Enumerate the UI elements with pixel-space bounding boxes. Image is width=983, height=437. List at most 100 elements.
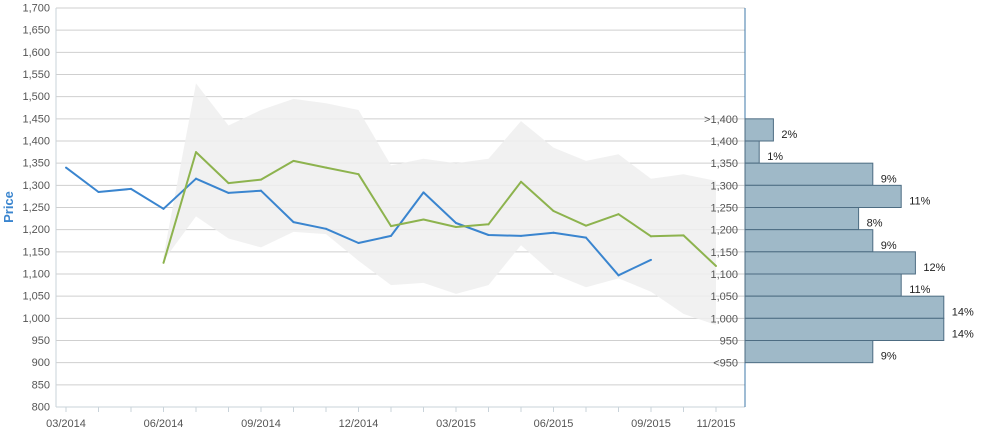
distribution-bin-label: 1,300 <box>710 180 738 192</box>
distribution-bar <box>744 229 874 253</box>
series-1-point <box>617 274 620 277</box>
series-2-point <box>422 218 425 221</box>
y-tick-label: 1,400 <box>22 136 50 148</box>
x-tick-label: 03/2015 <box>436 418 476 430</box>
distribution-percent-label: 11% <box>909 195 930 207</box>
x-tick-label: 06/2014 <box>144 418 184 430</box>
y-tick-label: 1,100 <box>22 269 50 281</box>
series-1-point <box>195 177 197 180</box>
distribution-percent-label: 9% <box>881 173 897 185</box>
x-tick-label: 06/2015 <box>534 418 574 430</box>
series-2-point <box>552 210 555 213</box>
series-2-point <box>162 261 165 264</box>
distribution-bin-label: 1,050 <box>710 291 738 303</box>
distribution-bin-label: 1,250 <box>710 203 738 215</box>
series-1-point <box>97 190 100 193</box>
distribution-bin-label: 1,150 <box>710 247 738 259</box>
series-2-point <box>227 182 230 185</box>
distribution-percent-label: 11% <box>909 284 930 296</box>
distribution-bar <box>744 317 945 342</box>
x-tick-label: 11/2015 <box>697 418 736 430</box>
series-2-point <box>487 223 490 226</box>
y-tick-label: 900 <box>32 357 50 369</box>
distribution-bin-label: 1,000 <box>710 313 738 325</box>
y-tick-label: 1,200 <box>22 224 50 236</box>
series-2-point <box>682 234 685 237</box>
axes: 800 850 900 950 1,000 1,050 1,100 1,150 1,200 1,2… <box>22 3 746 430</box>
y-tick-label: 1,300 <box>22 180 50 192</box>
distribution-bar <box>744 118 774 142</box>
series-1-point <box>162 207 165 210</box>
series-1-point <box>650 258 652 261</box>
series-lines <box>65 151 717 277</box>
x-tick-label: 12/2014 <box>339 418 379 430</box>
series-2-point <box>585 224 587 227</box>
y-tick-label: 1,050 <box>22 291 50 303</box>
series-1-point <box>455 222 457 225</box>
distribution-percent-label: 9% <box>881 240 897 252</box>
y-tick-label: 1,250 <box>22 202 50 214</box>
distribution-bar <box>744 184 902 208</box>
series-1-point <box>260 189 262 192</box>
y-tick-label: 1,350 <box>22 158 50 170</box>
y-tick-label: 800 <box>32 402 50 414</box>
series-1-point <box>390 234 392 237</box>
series-1-point <box>292 221 295 224</box>
series-1-point <box>552 231 555 234</box>
series-2-point <box>357 173 360 176</box>
series-2-point <box>617 213 620 216</box>
distribution-bin-label: 1,200 <box>710 225 738 237</box>
distribution-percent-label: 12% <box>923 262 945 274</box>
series-2-point <box>260 178 262 181</box>
series-2-point <box>715 265 717 268</box>
distribution-bar <box>744 207 860 231</box>
series-2-point <box>520 180 522 183</box>
y-tick-label: 1,650 <box>22 25 50 37</box>
distribution-bar <box>744 251 916 275</box>
distribution-bar <box>744 295 945 319</box>
distribution-percent-label: 14% <box>952 328 974 340</box>
y-tick-label: 1,600 <box>22 47 50 59</box>
x-tick-label: 09/2014 <box>241 418 281 430</box>
x-tick-label: 09/2015 <box>631 418 671 430</box>
grid-lines <box>56 7 745 408</box>
distribution-bar <box>744 340 874 364</box>
y-tick-label: 1,450 <box>22 113 50 125</box>
y-tick-label: 1,500 <box>22 91 50 103</box>
distribution-bar <box>744 273 902 297</box>
series-2-point <box>455 226 457 229</box>
range-band <box>163 83 716 326</box>
distribution-percent-label: 9% <box>881 351 897 363</box>
series-1-point <box>422 191 425 194</box>
series-1-point <box>65 166 67 169</box>
series-2-point <box>292 159 295 162</box>
series-line-2 <box>162 151 717 267</box>
distribution-bin-label: >1,400 <box>704 114 738 126</box>
distribution-bin-label: <950 <box>713 358 738 370</box>
y-tick-label: 1,000 <box>22 313 50 325</box>
series-1-point <box>357 241 360 244</box>
distribution-histogram: 2% >1,400 1% 1,400 9% 1,350 11% 1,300 8% 1,250 9% 1… <box>704 114 974 370</box>
series-2-point <box>390 225 392 228</box>
series-1-point <box>520 234 522 237</box>
distribution-bin-label: 1,100 <box>710 269 738 281</box>
y-tick-label: 1,550 <box>22 69 50 81</box>
distribution-percent-label: 2% <box>781 129 797 141</box>
series-1-point <box>130 187 132 190</box>
axis-labels: Price <box>1 191 16 223</box>
distribution-percent-label: 1% <box>767 151 783 163</box>
series-2-point <box>195 151 197 154</box>
series-1-point <box>487 233 490 236</box>
y-tick-label: 1,150 <box>22 246 50 258</box>
x-tick-label: 03/2014 <box>46 418 86 430</box>
series-2-point <box>325 166 327 169</box>
distribution-bar <box>744 140 760 164</box>
series-1-point <box>585 236 587 239</box>
y-tick-label: 950 <box>32 335 50 347</box>
distribution-bin-label: 1,350 <box>710 158 738 170</box>
series-2-point <box>650 235 652 238</box>
series-1-point <box>227 191 230 194</box>
y-tick-label: 1,700 <box>22 3 50 15</box>
